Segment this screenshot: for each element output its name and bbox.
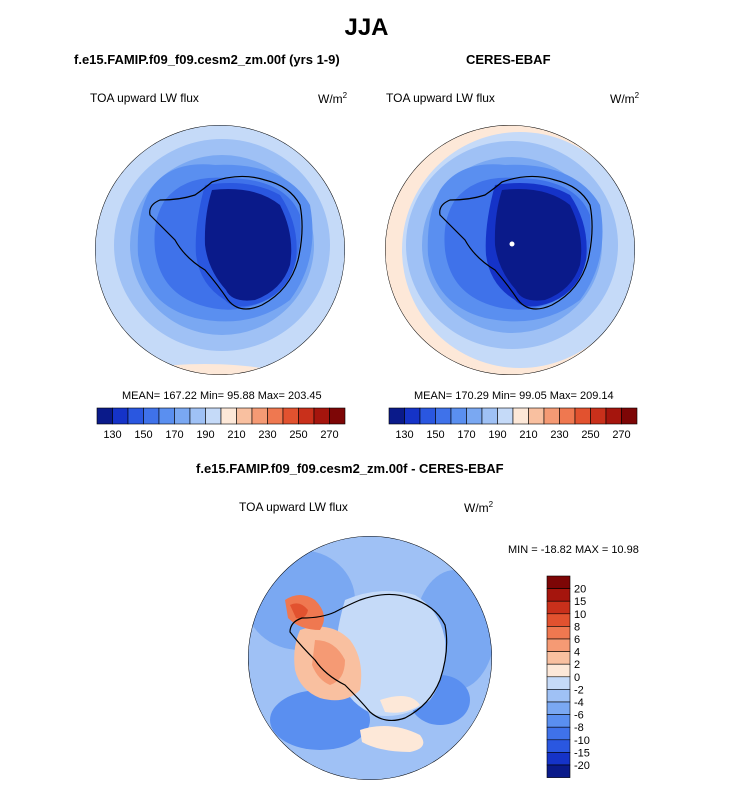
colorbar-diff-tick-label: -15	[574, 747, 590, 759]
colorbar-diff-tick-label: 2	[574, 659, 580, 671]
panel-model-variable: TOA upward LW flux	[90, 91, 199, 105]
colorbar-obs-swatch	[559, 407, 576, 425]
colorbar-diff-tick-label: 0	[574, 672, 580, 684]
colorbar-diff-tick-label: -8	[574, 722, 584, 734]
colorbar-model-swatch	[236, 407, 253, 425]
panel-model-units: W/m2	[318, 91, 348, 106]
colorbar-diff-swatch	[546, 701, 571, 715]
panel-obs-variable: TOA upward LW flux	[386, 91, 495, 105]
colorbar-obs-swatch	[528, 407, 545, 425]
panel-obs-map	[385, 125, 635, 375]
colorbar-model: 130 150 170 190 210 230 250 270	[96, 407, 346, 441]
colorbar-diff-swatch	[546, 752, 571, 766]
colorbar-model-tick-label: 230	[258, 429, 276, 441]
colorbar-diff-tick-label: -4	[574, 697, 584, 709]
colorbar-obs-swatch	[481, 407, 498, 425]
colorbar-model-swatch	[189, 407, 206, 425]
colorbar-diff-tick-label: -6	[574, 710, 584, 722]
colorbar-diff-tick-label: -2	[574, 684, 584, 696]
colorbar-model-tick-label: 130	[103, 429, 121, 441]
colorbar-diff-swatch	[546, 613, 571, 627]
colorbar-diff-swatch	[546, 651, 571, 665]
panel-diff-variable: TOA upward LW flux	[239, 500, 348, 514]
colorbar-diff-swatch	[546, 575, 571, 589]
panel-model-title: f.e15.FAMIP.f09_f09.cesm2_zm.00f (yrs 1-…	[74, 52, 340, 67]
colorbar-model-tick-label: 190	[196, 429, 214, 441]
colorbar-diff-swatch	[546, 638, 571, 652]
colorbar-obs-swatch	[621, 407, 638, 425]
colorbar-obs-swatch	[450, 407, 467, 425]
colorbar-diff-tick-label: 4	[574, 647, 580, 659]
panel-obs-units: W/m2	[610, 91, 640, 106]
colorbar-model-swatch	[205, 407, 222, 425]
colorbar-model-swatch	[174, 407, 191, 425]
colorbar-obs-tick-label: 150	[426, 429, 444, 441]
panel-diff-stats: MIN = -18.82 MAX = 10.98	[508, 544, 639, 556]
colorbar-diff-tick-label: 6	[574, 634, 580, 646]
colorbar-diff-tick-label: 8	[574, 621, 580, 633]
colorbar-diff-swatch	[546, 726, 571, 741]
colorbar-obs-tick-label: 190	[488, 429, 506, 441]
colorbar-diff-tick-label: 20	[574, 584, 586, 596]
colorbar-obs-swatch	[574, 407, 591, 425]
colorbar-diff-swatch	[546, 626, 571, 640]
colorbar-obs-swatch	[497, 407, 514, 425]
colorbar-model-swatch	[158, 407, 175, 425]
colorbar-diff-swatch	[546, 676, 571, 690]
colorbar-model-tick-label: 150	[134, 429, 152, 441]
colorbar-diff-tick-label: 15	[574, 596, 586, 608]
colorbar-model-swatch	[282, 407, 299, 425]
colorbar-diff-swatch	[546, 689, 571, 703]
colorbar-obs-tick-label: 170	[457, 429, 475, 441]
colorbar-obs-swatch	[404, 407, 421, 425]
colorbar-model-swatch	[267, 407, 284, 425]
colorbar-diff-tick-label: -20	[574, 760, 590, 772]
colorbar-model-swatch	[112, 407, 129, 425]
panel-diff-map	[248, 536, 492, 780]
colorbar-model-swatch	[313, 407, 330, 425]
colorbar-diff-swatch	[546, 739, 571, 753]
colorbar-model-tick-label: 170	[165, 429, 183, 441]
colorbar-model-swatch	[251, 407, 268, 425]
colorbar-obs: 130 150 170 190 210 230 250 270	[388, 407, 638, 441]
colorbar-model-swatch	[96, 407, 113, 425]
colorbar-model-swatch	[220, 407, 237, 425]
panel-model-map	[95, 125, 345, 375]
colorbar-obs-swatch	[435, 407, 452, 425]
colorbar-model-tick-label: 210	[227, 429, 245, 441]
colorbar-diff-swatch	[546, 588, 571, 602]
colorbar-diff-swatch	[546, 600, 571, 615]
colorbar-obs-tick-label: 130	[395, 429, 413, 441]
colorbar-diff-swatch	[546, 663, 571, 678]
panel-diff-title: f.e15.FAMIP.f09_f09.cesm2_zm.00f - CERES…	[196, 461, 504, 476]
panel-obs-title: CERES-EBAF	[466, 52, 551, 67]
colorbar-model-swatch	[127, 407, 144, 425]
colorbar-model-tick-label: 250	[289, 429, 307, 441]
colorbar-obs-tick-label: 210	[519, 429, 537, 441]
colorbar-diff-swatch	[546, 714, 571, 728]
colorbar-model-swatch	[329, 407, 346, 425]
colorbar-obs-tick-label: 270	[612, 429, 630, 441]
colorbar-diff-tick-label: -10	[574, 735, 590, 747]
colorbar-model-swatch	[143, 407, 160, 425]
colorbar-obs-swatch	[512, 407, 529, 425]
colorbar-model-tick-label: 270	[320, 429, 338, 441]
colorbar-obs-swatch	[543, 407, 560, 425]
colorbar-obs-swatch	[590, 407, 607, 425]
colorbar-diff-tick-label: 10	[574, 609, 586, 621]
colorbar-obs-swatch	[605, 407, 622, 425]
colorbar-obs-swatch	[466, 407, 483, 425]
colorbar-model-swatch	[298, 407, 315, 425]
colorbar-obs-tick-label: 250	[581, 429, 599, 441]
panel-diff-units: W/m2	[464, 500, 494, 515]
panel-model-stats: MEAN= 167.22 Min= 95.88 Max= 203.45	[122, 390, 322, 402]
colorbar-obs-swatch	[388, 407, 405, 425]
colorbar-obs-swatch	[419, 407, 436, 425]
panel-obs-stats: MEAN= 170.29 Min= 99.05 Max= 209.14	[414, 390, 614, 402]
figure-title: JJA	[344, 14, 389, 41]
colorbar-diff-swatch	[546, 764, 571, 778]
colorbar-obs-tick-label: 230	[550, 429, 568, 441]
